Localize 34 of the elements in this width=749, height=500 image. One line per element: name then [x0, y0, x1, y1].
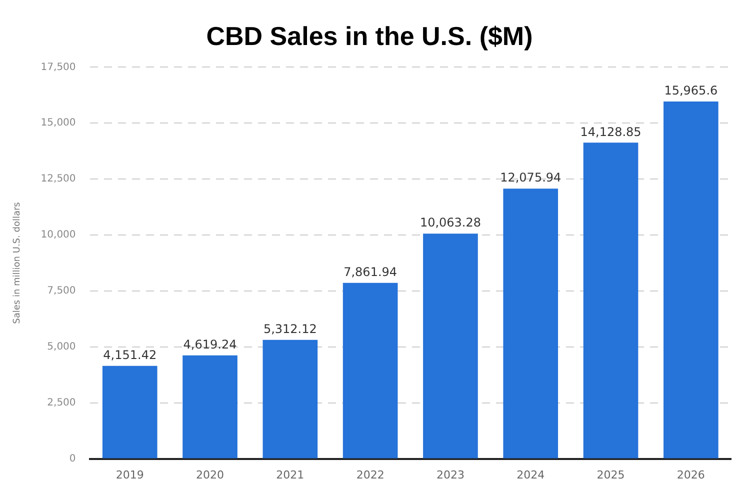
bar: [262, 340, 318, 458]
y-tick-label: 10,000: [40, 230, 76, 241]
chart-title: CBD Sales in the U.S. ($M): [206, 20, 533, 51]
bar: [583, 142, 638, 458]
x-tick-label: 2023: [436, 468, 464, 482]
y-tick-label: 0: [69, 453, 76, 464]
y-tick-label: 15,000: [40, 118, 76, 129]
y-tick-label: 17,500: [40, 62, 76, 73]
data-label: 5,312.12: [263, 322, 317, 336]
y-tick-label: 7,500: [47, 286, 76, 297]
data-label: 14,128.85: [580, 124, 642, 139]
bar: [503, 188, 558, 458]
x-tick-label: 2026: [676, 468, 705, 482]
x-tick-label: 2019: [116, 468, 144, 482]
x-tick-label: 2024: [516, 468, 545, 482]
data-label: 15,965.6: [664, 84, 718, 98]
x-tick-label: 2020: [196, 468, 224, 482]
data-label: 12,075.94: [500, 170, 562, 185]
data-label: 7,861.94: [344, 264, 398, 279]
y-axis-title: Sales in million U.S. dollars: [12, 202, 23, 324]
bar: [423, 234, 478, 458]
bar: [102, 366, 158, 458]
data-label: 4,619.24: [183, 338, 237, 352]
x-tick-label: 2021: [276, 468, 304, 482]
y-tick-label: 5,000: [47, 342, 76, 353]
bar: [182, 355, 238, 458]
bar: [664, 102, 718, 458]
x-tick-label: 2022: [356, 468, 384, 482]
x-tick-label: 2025: [596, 468, 625, 482]
bar: [342, 282, 398, 458]
data-label: 4,151.42: [103, 348, 157, 362]
y-tick-label: 2,500: [47, 397, 76, 408]
data-label: 10,063.28: [420, 216, 482, 230]
y-tick-label: 12,500: [40, 174, 76, 185]
